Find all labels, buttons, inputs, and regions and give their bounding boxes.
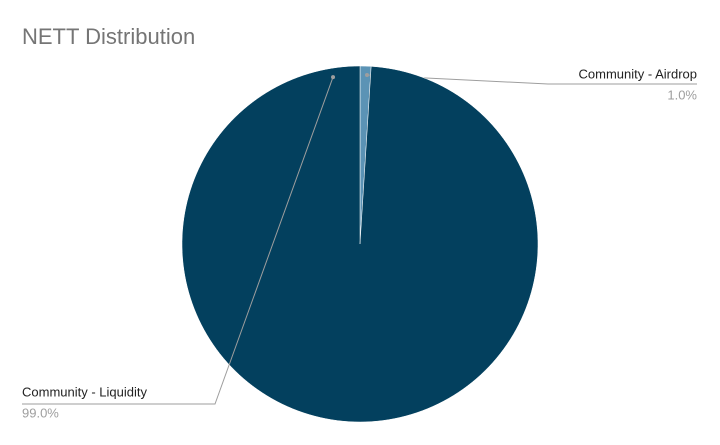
slice-value-label: 1.0% xyxy=(667,87,697,102)
chart-title: NETT Distribution xyxy=(22,24,195,49)
leader-dot xyxy=(365,73,370,78)
pie-slice xyxy=(181,65,539,423)
leader-line xyxy=(366,74,697,85)
leader-line xyxy=(22,76,334,405)
slice-label: Community - Liquidity xyxy=(22,384,147,399)
slice-label: Community - Airdrop xyxy=(579,66,697,81)
slice-value-label: 99.0% xyxy=(22,405,59,420)
leader-dot xyxy=(331,75,336,80)
